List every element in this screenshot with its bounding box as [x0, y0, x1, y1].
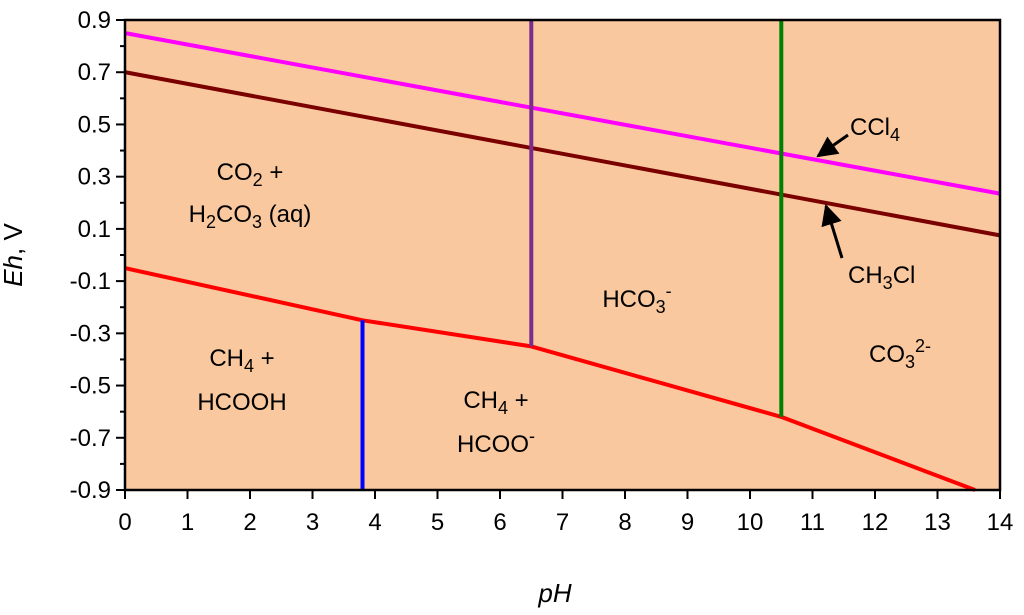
region-label-co2-line2: H2​CO3​ (aq) — [189, 201, 312, 232]
y-tick-label: -0.5 — [70, 373, 111, 400]
x-tick-label: 3 — [306, 509, 319, 536]
label-part: + — [508, 387, 529, 414]
x-tick-label: 6 — [493, 509, 506, 536]
x-tick-label: 11 — [800, 509, 825, 536]
region-label-ch4-hcooh-line1: CH4​ + — [209, 345, 274, 376]
x-tick-label: 1 — [181, 509, 194, 536]
x-tick-label: 2 — [243, 509, 256, 536]
ch3cl-arrow — [821, 203, 844, 259]
y-tick-label: -0.1 — [70, 268, 111, 295]
x-tick-label: 7 — [556, 509, 569, 536]
label-part: CH — [848, 262, 883, 289]
label-part: H — [189, 201, 206, 228]
series-layer — [124, 20, 1001, 492]
plot-area — [125, 20, 1000, 490]
label-part: (aq) — [262, 201, 311, 228]
label-part: 3 — [252, 212, 262, 232]
x-tick-label: 12 — [862, 509, 889, 536]
line-label-ccl4: CCl4​ — [850, 114, 900, 145]
label-part: + — [263, 159, 284, 186]
region-label-co2-line1: CO2​ + — [217, 159, 284, 190]
label-part: CH — [209, 345, 244, 372]
y-axis-title: Eh, V — [0, 223, 28, 287]
label-part: CCl — [850, 114, 890, 141]
label-part: 2 — [206, 212, 216, 232]
label-part: CO — [869, 341, 905, 368]
label-part: HCO — [602, 286, 655, 313]
x-tick-label: 4 — [368, 509, 381, 536]
x-tick-label: 0 — [118, 509, 131, 536]
label-part: - — [529, 426, 535, 446]
label-part: HCOO — [457, 431, 529, 458]
label-part: - — [666, 281, 672, 301]
x-tick-label: 9 — [681, 509, 694, 536]
label-part: 3 — [656, 297, 666, 317]
region-label-ch4-hcooh-line2: HCOOH — [197, 389, 286, 416]
region-label-ch4-hcoo-line2: HCOO-​ — [457, 426, 535, 458]
region-label-hco3: HCO3​-​ — [602, 281, 671, 317]
y-tick-label: 0.1 — [78, 216, 111, 243]
ccl4-arrow — [816, 133, 849, 158]
y-tick-label: 0.3 — [78, 164, 111, 191]
y-tick-label: 0.7 — [78, 59, 111, 86]
x-axis-title: pH — [537, 578, 571, 608]
y-tick-label: -0.7 — [70, 425, 111, 452]
x-tick-label: 5 — [431, 509, 444, 536]
y-axis-title-unit: , V — [0, 223, 28, 255]
label-part: CH — [463, 387, 498, 414]
y-tick-label: 0.5 — [78, 111, 111, 138]
region-label-ch4-hcoo-line1: CH4​ + — [463, 387, 528, 418]
x-tick-label: 8 — [618, 509, 631, 536]
x-tick-label: 13 — [924, 509, 951, 536]
x-tick-label: 10 — [737, 509, 764, 536]
line-label-ch3cl: CH3​Cl — [848, 262, 915, 293]
x-tick-label: 14 — [987, 509, 1014, 536]
axis-layer: 0.90.70.50.30.1-0.1-0.3-0.5-0.7-0.90 1 2 3 4… — [70, 7, 1014, 536]
series-line-ccl4 — [124, 31, 1001, 196]
region-label-co3: CO3​2-​ — [869, 336, 931, 372]
label-part: + — [254, 345, 275, 372]
label-part: 4 — [890, 125, 900, 145]
label-part: Cl — [893, 262, 916, 289]
label-part: 3 — [905, 352, 915, 372]
label-part: 2- — [915, 336, 931, 356]
label-part: CO — [216, 201, 252, 228]
label-part: 4 — [244, 356, 254, 376]
y-tick-label: -0.9 — [70, 477, 111, 504]
series-line-ch3cl — [124, 70, 1001, 238]
label-part: HCOOH — [197, 389, 286, 416]
y-axis-title-symbol: Eh — [0, 255, 28, 287]
label-part: 2 — [253, 170, 263, 190]
label-part: 4 — [498, 398, 508, 418]
y-tick-label: -0.3 — [70, 320, 111, 347]
y-tick-label: 0.9 — [78, 7, 111, 34]
label-part: CO — [217, 159, 253, 186]
label-part: 3 — [883, 273, 893, 293]
